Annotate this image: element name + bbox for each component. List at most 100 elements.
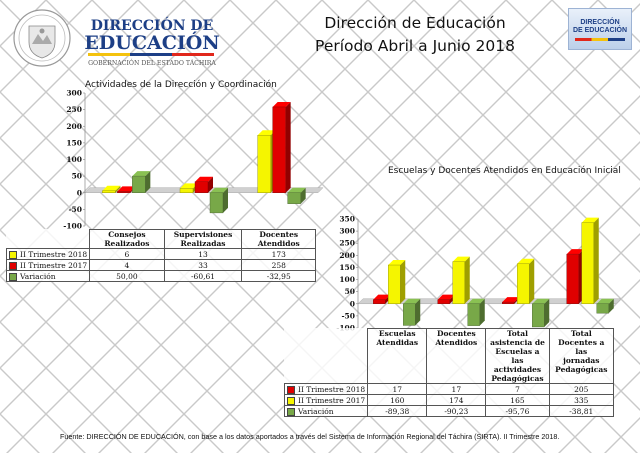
chart1-category-line: Realizados bbox=[104, 239, 150, 248]
logo-right-stripe bbox=[575, 38, 625, 41]
chart2-category-line: Total bbox=[570, 329, 592, 338]
chart2-data-label: -38,81 bbox=[548, 405, 615, 417]
chart2-zero-plane bbox=[357, 298, 622, 305]
chart1-category-line: Supervisiones bbox=[173, 230, 233, 239]
chart1-bar-2-1 bbox=[272, 101, 291, 193]
logo-line1: DIRECCIÓN DE bbox=[91, 16, 214, 34]
chart1-category-line: Atendidos bbox=[257, 239, 300, 248]
chart1-bar-0-0 bbox=[102, 185, 121, 193]
chart2-category-line: jornadas bbox=[563, 356, 600, 365]
chart1-bar-1-2 bbox=[209, 187, 228, 214]
chart2-data-label: 165 bbox=[485, 394, 550, 406]
chart2-series-name: Variación bbox=[298, 406, 334, 416]
chart1-legend-entry: Variación bbox=[5, 270, 91, 282]
page-subtitle: Período Abril a Junio 2018 bbox=[315, 37, 515, 55]
chart2-bar-1-2 bbox=[467, 298, 485, 326]
chart1-legend-swatch bbox=[9, 261, 17, 270]
chart2-category-line: asistencia de bbox=[490, 338, 545, 347]
chart2-ytick-label: 50 bbox=[345, 287, 355, 296]
chart1-data-label: 50,00 bbox=[89, 270, 165, 282]
chart2-legend-entry: II Trimestre 2018 bbox=[283, 383, 369, 395]
source-footnote: Fuente: DIRECCIÓN DE EDUCACIÓN, con base… bbox=[60, 432, 560, 441]
chart2-category-line: Docentes bbox=[436, 329, 476, 338]
chart2-category-line: actividades bbox=[493, 365, 542, 374]
coat-of-arms-icon bbox=[13, 9, 71, 67]
chart2-bar-2-2 bbox=[532, 298, 550, 328]
chart2-table-row: Variación -89,38 -90,23 -95,76 -38,81 bbox=[283, 405, 615, 417]
chart2-ytick-label: 350 bbox=[339, 215, 355, 224]
chart2-series-name: II Trimestre 2017 bbox=[298, 395, 366, 405]
logo-right-line1: DIRECCIÓN bbox=[580, 19, 620, 26]
chart1-table-row: II Trimestre 2018 6 13 173 bbox=[5, 248, 316, 260]
chart2-category-line: Atendidas bbox=[376, 338, 419, 347]
chart1-ytick-label: -50 bbox=[68, 205, 82, 214]
chart2-bar-1-1 bbox=[452, 256, 470, 304]
logo-stripe-yellow bbox=[88, 53, 130, 56]
chart1-bar-1-1 bbox=[194, 176, 213, 193]
chart1-ytick-label: 300 bbox=[66, 89, 82, 98]
chart2-category-line: Escuelas a las bbox=[495, 347, 540, 365]
chart2-legend-swatch bbox=[287, 407, 295, 416]
chart1-legend-swatch bbox=[9, 250, 17, 259]
chart2-table-corner bbox=[284, 328, 369, 384]
chart2-category-line: Total bbox=[507, 329, 528, 338]
chart1-ytick-label: 0 bbox=[77, 188, 82, 197]
chart1-ytick-label: 50 bbox=[72, 172, 82, 181]
logo-stripe-red bbox=[172, 53, 214, 56]
chart2-category-line: Docentes a las bbox=[558, 338, 605, 356]
chart1-series-name: Variación bbox=[20, 271, 56, 281]
chart1-series-name: II Trimestre 2018 bbox=[20, 249, 88, 259]
chart1-title: Actividades de la Dirección y Coordinaci… bbox=[85, 80, 277, 90]
chart1-ytick-label: 100 bbox=[66, 155, 82, 164]
chart2-ytick-label: 300 bbox=[339, 227, 355, 236]
chart2-bar-3-0 bbox=[566, 249, 584, 304]
chart2-title: Escuelas y Docentes Atendidos en Educaci… bbox=[388, 166, 621, 176]
chart1-data-label: -60,61 bbox=[163, 270, 243, 282]
chart1-legend-swatch bbox=[9, 272, 17, 281]
chart2-category-label: Total Docentes a las jornadas Pedagógicas bbox=[548, 328, 615, 384]
chart2-legend-swatch bbox=[287, 385, 295, 394]
chart1-bar-0-2 bbox=[132, 171, 151, 193]
chart2-data-label: 174 bbox=[426, 394, 487, 406]
chart2-category-label: Docentes Atendidos bbox=[426, 328, 487, 384]
chart2-category-label: Escuelas Atendidas bbox=[367, 328, 428, 384]
chart2-ytick-label: 250 bbox=[339, 239, 355, 248]
chart1-data-table: Consejos Realizados Supervisiones Realizada… bbox=[5, 229, 316, 282]
chart2-ytick-label: 0 bbox=[350, 299, 355, 308]
logo-line3: GOBERNACIÓN DEL ESTADO TÁCHIRA bbox=[88, 59, 216, 67]
chart2-table-row: II Trimestre 2017 160 174 165 335 bbox=[283, 394, 615, 406]
chart1-ytick-label: 200 bbox=[66, 122, 82, 131]
chart2-data-label: 7 bbox=[485, 383, 550, 395]
page-title: Dirección de Educación bbox=[324, 14, 506, 32]
chart1-category-line: Docentes bbox=[259, 230, 299, 239]
chart2-ytick-label: 200 bbox=[339, 251, 355, 260]
chart2-data-label: 335 bbox=[548, 394, 615, 406]
chart2-category-line: Pedagógicas bbox=[491, 374, 544, 383]
chart2-data-table: Escuelas Atendidas Docentes Atendidos Total a… bbox=[283, 328, 615, 417]
chart2-bar-3-2 bbox=[596, 298, 614, 314]
chart2-bar-0-2 bbox=[403, 298, 421, 326]
chart2-data-label: 205 bbox=[548, 383, 615, 395]
logo-right-line2: DE EDUCACIÓN bbox=[572, 27, 628, 34]
logo-stripe-blue bbox=[130, 53, 172, 56]
chart1-table-header: Consejos Realizados Supervisiones Realizada… bbox=[6, 229, 316, 249]
chart2-ytick-label: 150 bbox=[339, 263, 355, 272]
chart1-data-label: -32,95 bbox=[241, 270, 316, 282]
chart2-legend-entry: II Trimestre 2017 bbox=[283, 394, 369, 406]
chart1-category-label: Consejos Realizados bbox=[89, 229, 165, 249]
chart1-category-line: Consejos bbox=[108, 230, 146, 239]
chart2-category-line: Escuelas bbox=[378, 329, 416, 338]
chart2-series-name: II Trimestre 2018 bbox=[298, 384, 366, 394]
direccion-educacion-logo: DIRECCIÓN DE EDUCACIÓN bbox=[568, 8, 632, 50]
chart1-ytick-label: -100 bbox=[63, 222, 82, 231]
chart2-data-label: -95,76 bbox=[485, 405, 550, 417]
chart1-table-row: Variación 50,00 -60,61 -32,95 bbox=[5, 270, 316, 282]
chart2-legend-swatch bbox=[287, 396, 295, 405]
chart2-category-label: Total asistencia de Escuelas a las activida… bbox=[485, 328, 550, 384]
chart2-table-header: Escuelas Atendidas Docentes Atendidos Total a… bbox=[284, 328, 615, 384]
chart2-category-line: Atendidos bbox=[435, 338, 478, 347]
chart2-data-label: 17 bbox=[426, 383, 487, 395]
chart1-category-line: Realizadas bbox=[180, 239, 226, 248]
